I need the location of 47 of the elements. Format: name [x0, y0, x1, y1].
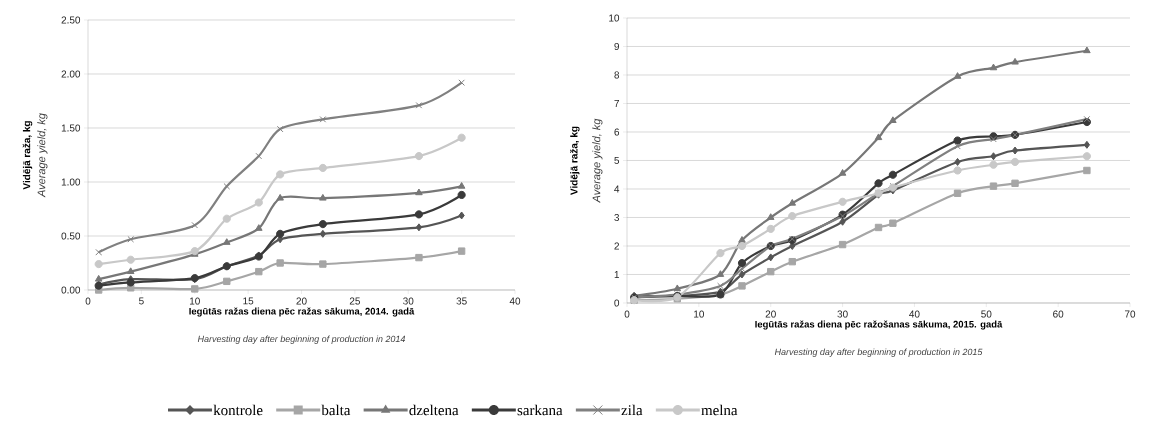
legend-label: zila: [621, 404, 643, 416]
y-axis-title: Vidējā raža, kg: [22, 121, 33, 190]
y-tick-label: 6: [614, 128, 620, 136]
x-tick-label: 35: [456, 297, 467, 305]
x-tick-label: 50: [981, 310, 992, 318]
legend-label: dzeltena: [409, 404, 459, 416]
text: Average yield, kg: [592, 118, 603, 203]
y-tick-label: 2.00: [61, 70, 81, 78]
x-tick-label: 30: [403, 297, 414, 305]
x-tick-label: 25: [349, 297, 360, 305]
x-tick-label: 10: [189, 297, 200, 305]
text: Harvesting day after beginning of production in 2015: [774, 348, 983, 357]
text: Harvesting day after beginning of production in 2014: [197, 335, 406, 344]
x-tick-label: 60: [1053, 310, 1064, 318]
x-axis-title: Iegūtās ražas diena pēc ražošanas sākuma, 2015. gadā: [755, 320, 1003, 330]
y-tick-label: 4: [614, 185, 620, 193]
legend-label: kontrole: [213, 404, 263, 416]
y-tick-label: 1: [614, 271, 620, 278]
x-tick-label: 20: [765, 310, 776, 318]
x-tick-label: 40: [509, 297, 521, 305]
y-tick-label: 8: [614, 71, 620, 79]
x-tick-label: 40: [909, 310, 920, 318]
x-tick-label: 15: [243, 297, 254, 305]
y-tick-label: 10: [609, 14, 620, 22]
y-tick-label: 0.50: [61, 232, 81, 240]
y-tick-label: 7: [614, 100, 619, 107]
legend-label: balta: [321, 404, 351, 416]
y-tick-label: 2: [614, 242, 619, 250]
y-tick-label: 9: [614, 42, 620, 51]
x-tick-label: 30: [837, 310, 848, 318]
text: Average yield, kg: [37, 113, 48, 198]
y-tick-label: 5: [614, 157, 620, 164]
x-tick-label: 10: [694, 310, 705, 318]
x-axis-title: Iegūtās ražas diena pēc ražas sākuma, 2014. gadā: [189, 307, 415, 317]
y-tick-label: 0.00: [61, 286, 81, 294]
y-tick-label: 3: [614, 213, 620, 222]
legend-label: sarkana: [517, 404, 563, 416]
y-axis-title: Vidējā raža, kg: [570, 126, 580, 195]
x-tick-label: 5: [139, 297, 144, 305]
x-tick-label: 0: [85, 297, 91, 305]
x-tick-label: 0: [624, 310, 630, 318]
y-tick-label: 2.50: [61, 16, 81, 24]
x-tick-label: 70: [1124, 310, 1136, 318]
y-tick-label: 1.50: [61, 124, 81, 132]
x-tick-label: 20: [296, 297, 307, 305]
legend-label: melna: [701, 404, 738, 416]
y-tick-label: 1.00: [61, 178, 81, 186]
